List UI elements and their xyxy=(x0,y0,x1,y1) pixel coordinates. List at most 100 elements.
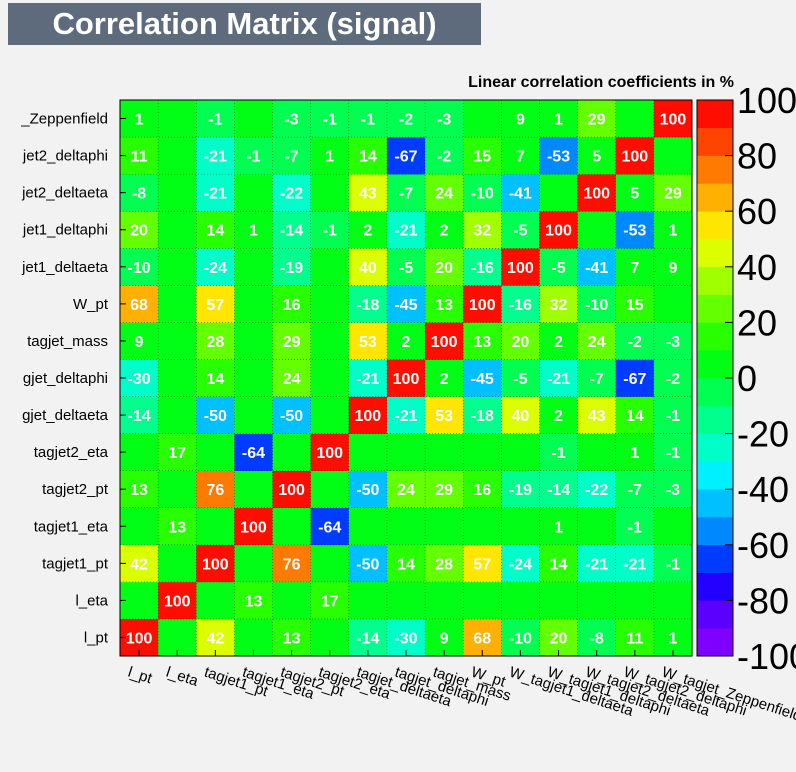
cell-value-label: 42 xyxy=(130,556,148,573)
cell-value-label: 13 xyxy=(283,630,301,647)
heatmap-cell xyxy=(539,285,578,323)
cell-value-label: 40 xyxy=(512,408,530,425)
heatmap-cell xyxy=(272,359,311,397)
cell-value-label: 24 xyxy=(588,334,606,351)
y-tick-label: tagjet1_pt xyxy=(42,555,109,572)
heatmap-cell xyxy=(539,100,578,138)
heatmap-cell xyxy=(196,396,235,434)
heatmap-cell xyxy=(386,396,426,434)
heatmap-cell xyxy=(158,137,197,175)
heatmap-cell xyxy=(310,507,350,546)
heatmap-cell xyxy=(234,470,273,509)
heatmap-cell xyxy=(577,396,617,434)
heatmap-cell xyxy=(501,100,540,138)
heatmap-cell xyxy=(425,359,464,397)
cell-value-label: 29 xyxy=(664,186,682,203)
chart-title: Correlation Matrix (signal) xyxy=(52,6,437,41)
heatmap-cell xyxy=(501,359,540,397)
colorbar-segment xyxy=(697,489,733,518)
heatmap-cell xyxy=(348,359,388,397)
heatmap-cell xyxy=(386,507,426,546)
heatmap-cell xyxy=(120,544,159,583)
heatmap-cell xyxy=(501,322,540,360)
heatmap-cell xyxy=(310,285,350,323)
colorbar-segment xyxy=(697,461,733,490)
cell-value-label: -30 xyxy=(128,371,151,388)
heatmap-cell xyxy=(386,248,426,286)
colorbar-segment xyxy=(697,350,733,379)
cell-value-label: -19 xyxy=(509,482,532,499)
y-tick-label: tagjet1_eta xyxy=(34,518,109,535)
heatmap-cell xyxy=(463,544,502,583)
heatmap-cell xyxy=(386,359,426,397)
heatmap-cell xyxy=(425,211,464,249)
heatmap-cell xyxy=(463,322,502,360)
heatmap-cell xyxy=(234,433,273,471)
colorbar-tick-label: -100 xyxy=(737,636,796,677)
cell-value-label: -1 xyxy=(666,556,680,573)
heatmap-cell xyxy=(653,581,693,620)
cell-value-label: -14 xyxy=(280,223,303,240)
heatmap-cell xyxy=(234,248,273,286)
cell-value-label: 57 xyxy=(473,556,491,573)
heatmap-cell xyxy=(463,248,502,286)
x-tick-label: l_eta xyxy=(164,664,201,690)
heatmap-cell xyxy=(615,433,655,471)
heatmap-cell xyxy=(272,322,311,360)
cell-value-label: 100 xyxy=(431,334,458,351)
heatmap-cell xyxy=(463,470,502,509)
heatmap-cell xyxy=(577,322,617,360)
cell-value-label: 53 xyxy=(359,334,377,351)
heatmap-cell xyxy=(539,544,578,583)
cell-value-label: -5 xyxy=(399,260,413,277)
heatmap-cell xyxy=(653,211,693,249)
cell-value-label: -21 xyxy=(585,556,608,573)
heatmap-cell xyxy=(234,544,273,583)
colorbar-tick-label: 80 xyxy=(737,136,777,177)
heatmap-cell xyxy=(386,137,426,175)
cell-value-label: 20 xyxy=(130,223,148,240)
colorbar-tick-label: 100 xyxy=(737,80,796,121)
heatmap-cell xyxy=(539,507,578,546)
heatmap-cell xyxy=(577,544,617,583)
heatmap-cell xyxy=(653,433,693,471)
heatmap-cell xyxy=(348,470,388,509)
heatmap-cell xyxy=(158,470,197,509)
heatmap-cell xyxy=(653,359,693,397)
heatmap-cell xyxy=(501,470,540,509)
heatmap-cell xyxy=(653,248,693,286)
heatmap-cell xyxy=(539,396,578,434)
cell-value-label: 76 xyxy=(206,482,224,499)
cell-value-label: -10 xyxy=(509,630,532,647)
heatmap-cell xyxy=(425,396,464,434)
heatmap-cell xyxy=(501,544,540,583)
heatmap-cell xyxy=(577,359,617,397)
heatmap-cell xyxy=(615,322,655,360)
cell-value-label: -1 xyxy=(551,445,565,462)
colorbar-segment xyxy=(697,572,733,601)
heatmap-cell xyxy=(120,470,159,509)
cell-value-label: -1 xyxy=(628,519,642,536)
cell-value-label: -5 xyxy=(513,223,527,240)
cell-value-label: -10 xyxy=(128,260,151,277)
heatmap-cell xyxy=(234,211,273,249)
cell-value-label: 32 xyxy=(473,223,491,240)
heatmap-cell xyxy=(386,581,426,620)
heatmap-cell xyxy=(463,285,502,323)
cell-value-label: 20 xyxy=(512,334,530,351)
cell-value-label: -5 xyxy=(513,371,527,388)
cell-value-label: -2 xyxy=(666,371,680,388)
heatmap-cell xyxy=(310,322,350,360)
title-box: Correlation Matrix (signal) xyxy=(8,3,481,45)
heatmap-cell xyxy=(577,433,617,471)
heatmap-cell xyxy=(196,433,235,471)
heatmap-cell xyxy=(158,581,197,620)
colorbar-segment xyxy=(697,100,733,129)
heatmap-cell xyxy=(310,470,350,509)
heatmap-cell xyxy=(348,211,388,249)
heatmap-cell xyxy=(196,581,235,620)
heatmap-cell xyxy=(577,470,617,509)
heatmap-cell xyxy=(310,211,350,249)
heatmap-cell xyxy=(234,137,273,175)
